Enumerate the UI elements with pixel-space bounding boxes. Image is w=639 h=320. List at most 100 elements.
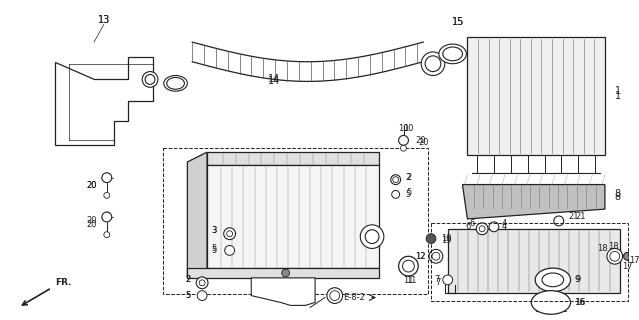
- Text: 9: 9: [574, 276, 580, 284]
- Polygon shape: [187, 268, 379, 278]
- Text: 21: 21: [569, 212, 579, 221]
- Polygon shape: [207, 152, 379, 165]
- Text: 12: 12: [415, 252, 425, 261]
- Polygon shape: [207, 165, 379, 268]
- Circle shape: [479, 226, 485, 232]
- Ellipse shape: [142, 72, 158, 87]
- Circle shape: [624, 252, 631, 260]
- Text: 2: 2: [185, 276, 190, 284]
- Text: 2: 2: [406, 173, 412, 182]
- Circle shape: [199, 280, 205, 286]
- Circle shape: [426, 234, 436, 244]
- Circle shape: [227, 231, 233, 236]
- Ellipse shape: [542, 273, 564, 287]
- Ellipse shape: [531, 291, 571, 314]
- Text: 8: 8: [615, 192, 621, 202]
- Circle shape: [197, 291, 207, 300]
- Text: 6: 6: [469, 220, 474, 228]
- Circle shape: [443, 275, 452, 285]
- Circle shape: [102, 212, 112, 222]
- Bar: [431, 223, 627, 301]
- Text: 10: 10: [403, 124, 413, 133]
- Ellipse shape: [535, 268, 571, 292]
- Circle shape: [476, 223, 488, 235]
- Circle shape: [607, 248, 622, 264]
- Ellipse shape: [167, 77, 185, 89]
- Circle shape: [399, 135, 408, 145]
- Text: 5: 5: [406, 188, 412, 197]
- Polygon shape: [251, 278, 315, 305]
- Text: 18: 18: [608, 242, 619, 251]
- Circle shape: [145, 75, 155, 84]
- Text: 7: 7: [435, 278, 441, 287]
- Circle shape: [225, 245, 235, 255]
- Text: 16: 16: [574, 298, 585, 307]
- Circle shape: [104, 232, 110, 238]
- Ellipse shape: [439, 44, 466, 64]
- Text: 1: 1: [615, 91, 621, 101]
- Polygon shape: [448, 229, 620, 292]
- Text: FR.: FR.: [55, 278, 71, 287]
- Circle shape: [390, 175, 401, 185]
- Text: 4: 4: [502, 222, 507, 231]
- Text: 8: 8: [615, 189, 621, 199]
- Text: 13: 13: [98, 14, 110, 25]
- Circle shape: [330, 291, 340, 300]
- Text: 7: 7: [435, 276, 440, 284]
- Circle shape: [104, 192, 110, 198]
- Text: 20: 20: [86, 181, 97, 190]
- Circle shape: [554, 216, 564, 226]
- Text: 20: 20: [419, 138, 429, 147]
- Text: 17: 17: [629, 256, 639, 265]
- Circle shape: [432, 252, 440, 260]
- Text: 20: 20: [86, 216, 97, 225]
- Circle shape: [401, 145, 406, 151]
- Ellipse shape: [443, 47, 463, 61]
- Ellipse shape: [164, 76, 187, 91]
- Text: 19: 19: [441, 234, 451, 243]
- Circle shape: [102, 173, 112, 183]
- Text: 5: 5: [185, 291, 190, 300]
- Text: 16: 16: [576, 298, 586, 307]
- Text: 2: 2: [185, 276, 190, 284]
- Text: 20: 20: [415, 136, 426, 145]
- Circle shape: [489, 222, 499, 232]
- Text: 15: 15: [452, 18, 465, 28]
- Text: 17: 17: [622, 262, 633, 271]
- Text: 1: 1: [615, 86, 621, 96]
- Text: 3: 3: [212, 226, 217, 235]
- Text: 14: 14: [268, 76, 280, 86]
- Ellipse shape: [425, 56, 441, 72]
- Polygon shape: [463, 185, 605, 219]
- Circle shape: [366, 230, 379, 244]
- Text: 15: 15: [452, 18, 465, 28]
- Circle shape: [224, 228, 236, 240]
- Text: 5: 5: [212, 246, 217, 255]
- Text: 3: 3: [212, 226, 217, 235]
- Ellipse shape: [421, 52, 445, 76]
- Text: 20: 20: [86, 181, 97, 190]
- Text: 6: 6: [465, 222, 470, 231]
- Text: 21: 21: [576, 212, 586, 221]
- Text: 14: 14: [268, 75, 280, 84]
- Circle shape: [393, 177, 399, 183]
- Text: 11: 11: [403, 276, 413, 285]
- Bar: [163, 148, 428, 294]
- Circle shape: [196, 277, 208, 289]
- Circle shape: [392, 190, 399, 198]
- Circle shape: [429, 249, 443, 263]
- Text: 19: 19: [441, 236, 451, 245]
- Text: 2: 2: [406, 173, 411, 182]
- Text: 20: 20: [86, 220, 97, 229]
- Polygon shape: [467, 37, 605, 155]
- Circle shape: [282, 269, 289, 277]
- Text: 10: 10: [398, 124, 409, 133]
- Circle shape: [327, 288, 343, 303]
- Text: 4: 4: [502, 220, 507, 228]
- Text: E-8-2: E-8-2: [343, 293, 366, 302]
- Circle shape: [399, 256, 419, 276]
- Text: 11: 11: [406, 276, 417, 285]
- Text: 13: 13: [98, 14, 110, 25]
- Circle shape: [610, 252, 620, 261]
- Text: 12: 12: [415, 252, 425, 261]
